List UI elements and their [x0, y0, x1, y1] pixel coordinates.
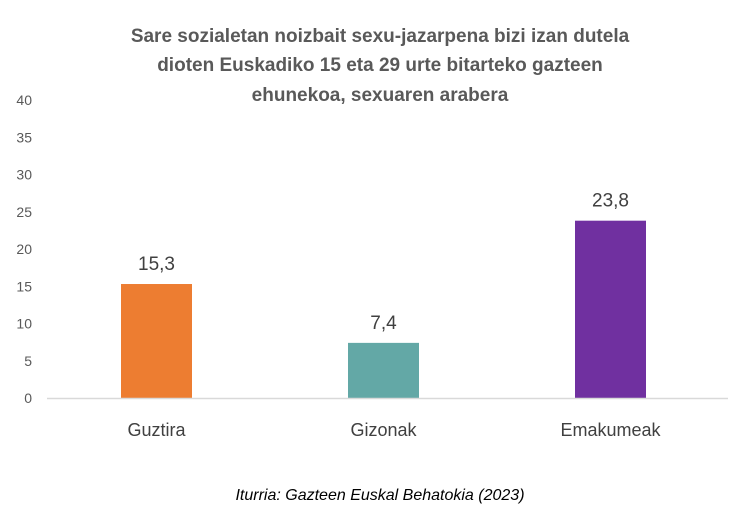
- chart-title-line-1: Sare sozialetan noizbait sexu-jazarpena …: [131, 26, 630, 47]
- y-tick-label: 0: [24, 390, 32, 406]
- y-tick-label: 20: [16, 241, 32, 257]
- chart-title-line-3: ehunekoa, sexuaren arabera: [252, 85, 509, 106]
- bar-guztira: [121, 284, 192, 398]
- x-tick-label: Gizonak: [350, 420, 417, 440]
- y-tick-label: 35: [16, 129, 32, 145]
- chart-title-line-2: dioten Euskadiko 15 eta 29 urte bitartek…: [157, 55, 603, 76]
- x-tick-label: Emakumeak: [560, 420, 661, 440]
- data-label: 23,8: [592, 191, 629, 212]
- data-label: 15,3: [138, 254, 175, 275]
- y-tick-label: 5: [24, 353, 32, 369]
- y-axis: 0 5 10 15 20 25 30 35 40: [16, 92, 32, 406]
- data-label: 7,4: [370, 313, 397, 334]
- bars: 15,3 Guztira 7,4 Gizonak 23,8 Emakumeak: [121, 191, 662, 440]
- source-note: Iturria: Gazteen Euskal Behatokia (2023): [235, 487, 524, 504]
- bar-emakumeak: [575, 220, 646, 398]
- y-tick-label: 25: [16, 204, 32, 220]
- y-tick-label: 30: [16, 167, 32, 183]
- y-tick-label: 15: [16, 278, 32, 294]
- x-tick-label: Guztira: [127, 420, 186, 440]
- bar-gizonak: [348, 342, 419, 398]
- y-tick-label: 10: [16, 316, 32, 332]
- y-tick-label: 40: [16, 92, 32, 108]
